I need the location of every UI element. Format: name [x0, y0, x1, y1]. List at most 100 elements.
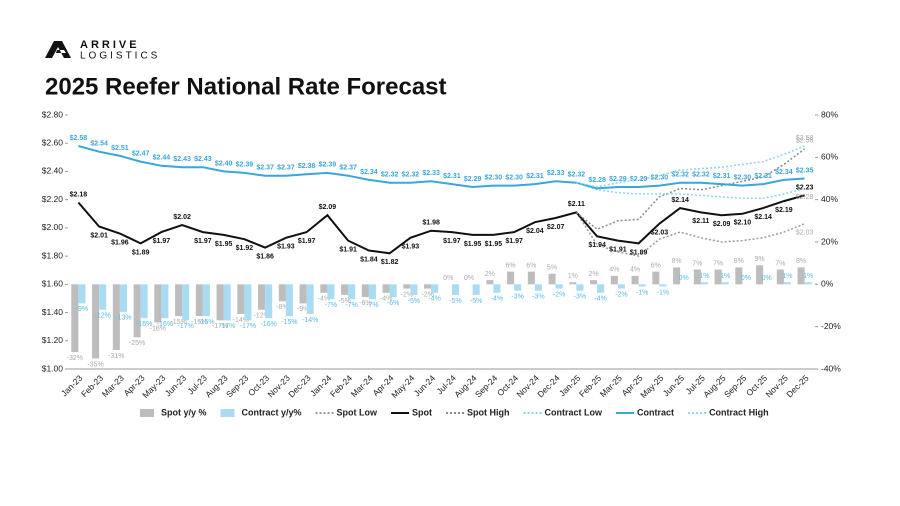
y-tick-label: $1.60: [42, 279, 64, 289]
y-tick-label: $1.40: [42, 307, 64, 317]
x-tick-label: May-24: [389, 373, 416, 400]
point-label: $1.94: [588, 242, 606, 249]
bar: [320, 284, 328, 293]
logo-bottom: LOGISTICS: [80, 51, 160, 62]
bar-label: -32%: [67, 355, 83, 362]
y2-tick-label: 40%: [821, 194, 838, 204]
bar-label: -12%: [253, 313, 269, 320]
point-label: $1.89: [630, 249, 648, 256]
point-label: $1.95: [464, 241, 482, 248]
point-label: $2.30: [505, 174, 523, 181]
bar-label: -18%: [150, 325, 166, 332]
bar-label: -16%: [157, 321, 173, 328]
point-label: $2.32: [381, 172, 399, 179]
legend-label: Spot Low: [337, 407, 378, 417]
point-label: $1.93: [402, 244, 420, 251]
line: [575, 211, 805, 257]
bar-label: 1%: [803, 273, 813, 280]
bar-label: -2%: [615, 291, 627, 298]
bar-label: -17%: [240, 323, 256, 330]
bar-label: -31%: [108, 353, 124, 360]
bar-label: 1%: [782, 273, 792, 280]
y2-tick-label: -20%: [821, 321, 841, 331]
point-label: $2.43: [194, 156, 212, 163]
bar: [403, 284, 411, 289]
x-tick-label: Jun-24: [412, 373, 438, 399]
bar-label: -17%: [212, 323, 228, 330]
bar: [265, 284, 273, 319]
bar: [202, 284, 210, 317]
x-tick-label: Dec-23: [286, 373, 313, 400]
logo-top: ARRIVE: [80, 39, 140, 51]
bar: [140, 284, 148, 319]
bar: [258, 284, 266, 310]
bar: [285, 284, 293, 317]
bar: [569, 282, 577, 285]
bar-label: -6%: [359, 300, 371, 307]
point-label: $2.09: [319, 204, 337, 211]
point-label: $2.28: [796, 194, 814, 201]
bar: [244, 284, 252, 321]
bar: [527, 271, 535, 285]
bar: [610, 275, 618, 285]
bar: [237, 284, 245, 314]
x-tick-label: Feb-25: [577, 373, 603, 399]
point-label: $2.35: [796, 167, 814, 174]
point-label: $1.91: [339, 246, 357, 253]
line: [576, 145, 805, 188]
bar-label: 0%: [762, 275, 772, 282]
bar: [797, 267, 805, 285]
bar: [368, 284, 376, 300]
bar: [659, 284, 667, 287]
point-label: $2.10: [734, 220, 752, 227]
bar: [195, 284, 203, 317]
bar: [223, 284, 231, 321]
y-tick-label: $2.00: [42, 222, 64, 232]
y-tick-label: $2.20: [42, 194, 64, 204]
x-tick-label: Sep-24: [473, 373, 500, 400]
point-label: $2.04: [526, 228, 544, 235]
bar: [555, 284, 563, 289]
point-label: $2.51: [111, 145, 129, 152]
bar: [652, 271, 660, 285]
bar-label: -5%: [449, 298, 461, 305]
x-tick-label: Dec-24: [535, 373, 562, 400]
y-tick-label: $2.60: [42, 137, 64, 147]
point-label: $1.96: [111, 239, 129, 246]
point-label: $2.58: [70, 135, 88, 142]
bar-label: -17%: [219, 323, 235, 330]
bar: [597, 284, 605, 293]
point-label: $1.95: [485, 241, 503, 248]
x-tick-label: May-25: [638, 373, 665, 400]
bar: [389, 284, 397, 298]
bar-label: 0%: [741, 275, 751, 282]
logo-mark: [45, 41, 71, 58]
bar-label: 1%: [720, 273, 730, 280]
bar-label: 7%: [713, 260, 723, 267]
bar-label: -4%: [594, 296, 606, 303]
legend-swatch: [140, 409, 154, 417]
bar: [590, 280, 598, 285]
bar: [175, 284, 183, 317]
bar: [306, 284, 314, 314]
point-label: $2.31: [443, 173, 461, 180]
bar: [804, 282, 812, 285]
bar: [514, 284, 522, 291]
point-label: $2.30: [485, 174, 503, 181]
point-label: $1.97: [153, 238, 171, 245]
bar-label: -7%: [325, 302, 337, 309]
x-tick-label: Mar-24: [349, 373, 375, 399]
bar-label: 7%: [692, 260, 702, 267]
bar: [756, 265, 764, 285]
bar: [92, 284, 100, 359]
y2-tick-label: -40%: [821, 363, 841, 373]
x-tick-label: Jun-25: [661, 373, 687, 399]
point-label: $2.34: [360, 169, 378, 176]
point-label: $2.14: [671, 197, 689, 204]
line: [78, 145, 805, 190]
bar-label: -2%: [401, 291, 413, 298]
x-tick-label: Feb-23: [79, 373, 105, 399]
y2-tick-label: 20%: [821, 236, 838, 246]
bar-label: 0%: [679, 275, 689, 282]
x-tick-label: Dec-25: [784, 373, 811, 400]
